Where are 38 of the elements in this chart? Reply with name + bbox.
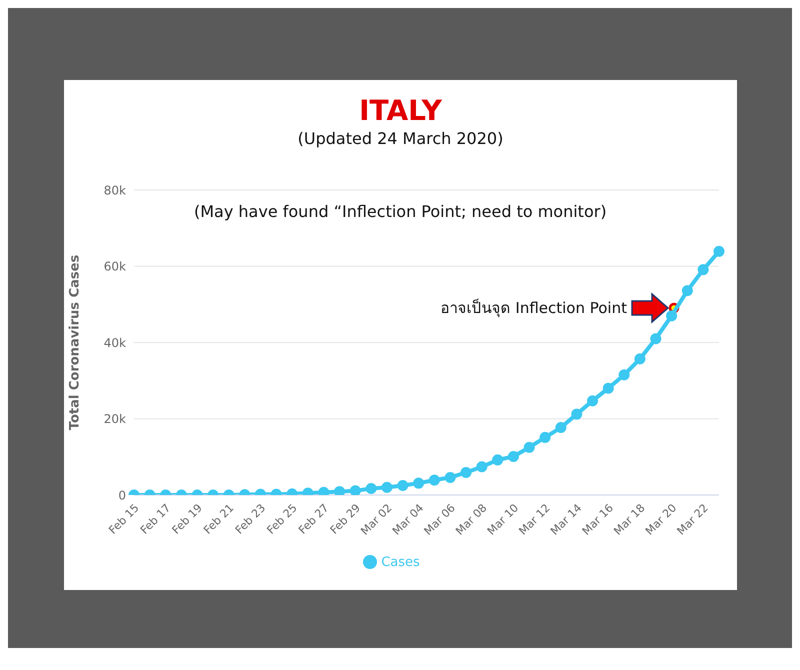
- annotation: อาจเป็นจุด Inflection Point: [440, 298, 627, 320]
- point: [508, 450, 519, 462]
- point: [492, 454, 504, 466]
- y-tick-label: 60k: [104, 260, 126, 274]
- point: [413, 478, 424, 489]
- y-axis-title: Total Coronavirus Cases: [68, 254, 83, 430]
- point: [634, 353, 646, 364]
- y-tick-label: 20k: [104, 412, 126, 426]
- x-tick-label: Feb 27: [296, 501, 332, 537]
- point: [571, 408, 582, 420]
- point: [682, 285, 693, 296]
- point: [428, 474, 440, 486]
- point: [540, 432, 551, 443]
- y-tick-label: 40k: [104, 336, 126, 350]
- point: [397, 480, 408, 491]
- point: [476, 461, 488, 472]
- chart-subtitle: (Updated 24 March 2020): [296, 129, 504, 148]
- point: [666, 310, 678, 322]
- y-tick-label: 0: [118, 488, 126, 502]
- point: [444, 472, 456, 483]
- point: [587, 395, 598, 406]
- x-tick-label: Mar 22: [674, 501, 711, 538]
- x-tick-label: Feb 19: [170, 501, 205, 537]
- point: [698, 264, 709, 276]
- legend-label: Cases: [381, 555, 420, 570]
- annotation: (May have found “Inflection Point; need to monitor): [194, 202, 607, 221]
- point: [555, 422, 566, 434]
- point: [381, 482, 392, 493]
- point: [366, 483, 377, 494]
- y-tick-label: 80k: [104, 183, 126, 198]
- chart-title: ITALY: [358, 94, 443, 127]
- point: [524, 442, 535, 453]
- point: [602, 382, 614, 394]
- point: [460, 467, 472, 478]
- point: [618, 369, 630, 380]
- point: [650, 333, 662, 344]
- point: [714, 246, 724, 257]
- point: [350, 485, 361, 495]
